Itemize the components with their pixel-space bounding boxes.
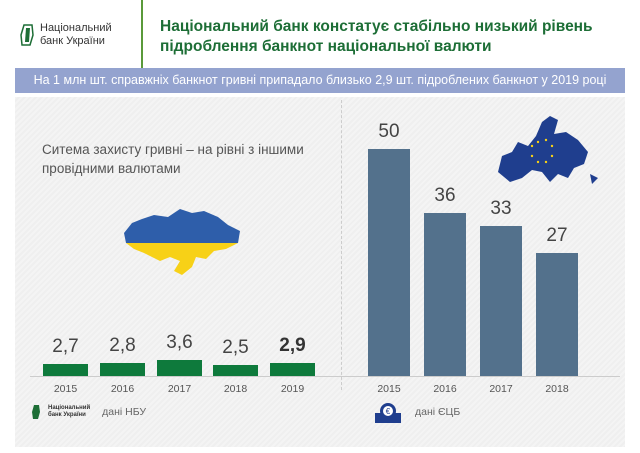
data-label: 2,9 — [279, 334, 306, 356]
nbu-source: Національний банк України дані НБУ — [32, 405, 146, 419]
logo-line1: Національний — [40, 22, 112, 34]
nbu-logo: Національний банк України — [20, 22, 112, 48]
source-logo-line2: банк України — [48, 412, 86, 418]
source-logo-line1: Національний — [48, 405, 91, 411]
bar-2015 — [368, 149, 410, 376]
bar-2018 — [536, 253, 578, 376]
banner: На 1 млн шт. справжніх банкнот гривні пр… — [15, 68, 625, 93]
page-title: Національний банк констатує стабільно ни… — [160, 18, 593, 55]
bar-2016 — [100, 363, 145, 376]
bar-2015 — [43, 363, 88, 376]
eu-map-icon — [498, 116, 598, 184]
data-label: 36 — [434, 184, 456, 206]
ecb-logo-icon: € — [375, 403, 401, 423]
bar-2017 — [157, 359, 202, 376]
data-label: 50 — [378, 121, 400, 142]
bar-2019 — [270, 362, 315, 376]
bar-2016 — [424, 212, 466, 376]
data-label: 2,8 — [109, 335, 136, 357]
bar-2018 — [213, 364, 258, 376]
ecb-source-label: дані ЄЦБ — [415, 406, 461, 418]
x-tick-label: 2015 — [53, 383, 78, 395]
data-label: 2,5 — [222, 336, 249, 358]
x-tick-label: 2018 — [223, 383, 248, 395]
bar-2017 — [480, 226, 522, 376]
svg-text:€: € — [386, 407, 391, 416]
x-tick-label: 2016 — [433, 383, 457, 395]
data-label: 33 — [490, 198, 512, 220]
x-tick-label: 2016 — [110, 383, 135, 395]
ecb-source: € дані ЄЦБ — [375, 401, 460, 423]
x-tick-label: 2017 — [489, 383, 513, 395]
data-label: 3,6 — [166, 331, 193, 353]
ukraine-map-icon — [124, 209, 240, 275]
x-tick-label: 2019 — [280, 383, 305, 395]
chart-divider — [341, 100, 342, 390]
data-label: 2,7 — [52, 335, 79, 357]
chart-subtitle: Ситема захисту гривні – на рівні з іншим… — [42, 142, 304, 176]
x-tick-label: 2017 — [167, 383, 192, 395]
baseline — [30, 376, 620, 377]
nbu-logo-icon — [20, 24, 34, 46]
header-divider — [141, 0, 143, 70]
data-label: 27 — [546, 225, 568, 247]
nbu-small-logo-icon — [32, 405, 40, 419]
x-tick-label: 2018 — [545, 383, 569, 395]
logo-line2: банк України — [40, 35, 105, 47]
x-tick-label: 2015 — [377, 383, 401, 395]
nbu-source-label: дані НБУ — [102, 406, 147, 418]
